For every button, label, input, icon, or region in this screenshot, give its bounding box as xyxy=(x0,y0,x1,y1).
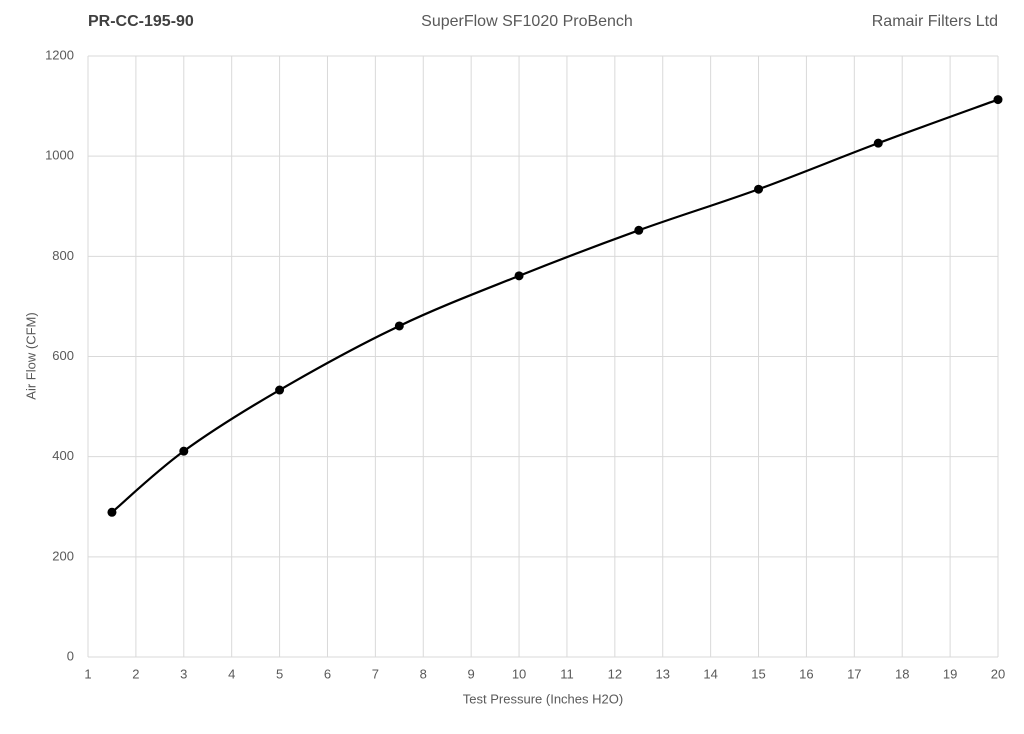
y-tick-label: 600 xyxy=(52,348,74,363)
data-point xyxy=(275,385,285,395)
x-tick-label: 9 xyxy=(468,666,475,681)
chart-annotation: PR-CC-195-90 xyxy=(88,13,194,30)
data-point xyxy=(394,321,404,331)
y-axis-title: Air Flow (CFM) xyxy=(23,312,38,399)
x-tick-label: 4 xyxy=(228,666,235,681)
x-tick-label: 15 xyxy=(751,666,765,681)
data-point xyxy=(993,95,1003,105)
x-tick-label: 19 xyxy=(943,666,957,681)
data-point xyxy=(873,138,883,148)
y-tick-label: 1200 xyxy=(45,47,74,62)
x-tick-label: 7 xyxy=(372,666,379,681)
x-tick-label: 5 xyxy=(276,666,283,681)
x-tick-label: 2 xyxy=(132,666,139,681)
x-tick-label: 10 xyxy=(512,666,526,681)
y-tick-label: 200 xyxy=(52,548,74,563)
chart-annotation: Ramair Filters Ltd xyxy=(872,13,998,30)
y-tick-label: 1000 xyxy=(45,148,74,163)
x-tick-label: 3 xyxy=(180,666,187,681)
data-point xyxy=(754,184,764,194)
x-tick-label: 11 xyxy=(560,666,574,681)
data-point xyxy=(179,446,189,456)
x-tick-label: 6 xyxy=(324,666,331,681)
x-tick-label: 18 xyxy=(895,666,909,681)
data-point xyxy=(634,225,644,235)
x-tick-label: 14 xyxy=(703,666,717,681)
data-point xyxy=(107,507,117,517)
x-tick-label: 16 xyxy=(799,666,813,681)
y-tick-label: 0 xyxy=(67,648,74,663)
y-tick-label: 800 xyxy=(52,248,74,263)
data-point xyxy=(514,271,524,281)
y-tick-label: 400 xyxy=(52,448,74,463)
x-tick-label: 20 xyxy=(991,666,1005,681)
x-tick-label: 17 xyxy=(847,666,861,681)
x-tick-label: 8 xyxy=(420,666,427,681)
x-axis-title: Test Pressure (Inches H2O) xyxy=(463,691,623,706)
line xyxy=(111,98,999,514)
x-tick-label: 13 xyxy=(656,666,670,681)
x-tick-label: 12 xyxy=(608,666,622,681)
chart-title: SuperFlow SF1020 ProBench xyxy=(421,13,633,30)
x-tick-label: 1 xyxy=(84,666,91,681)
